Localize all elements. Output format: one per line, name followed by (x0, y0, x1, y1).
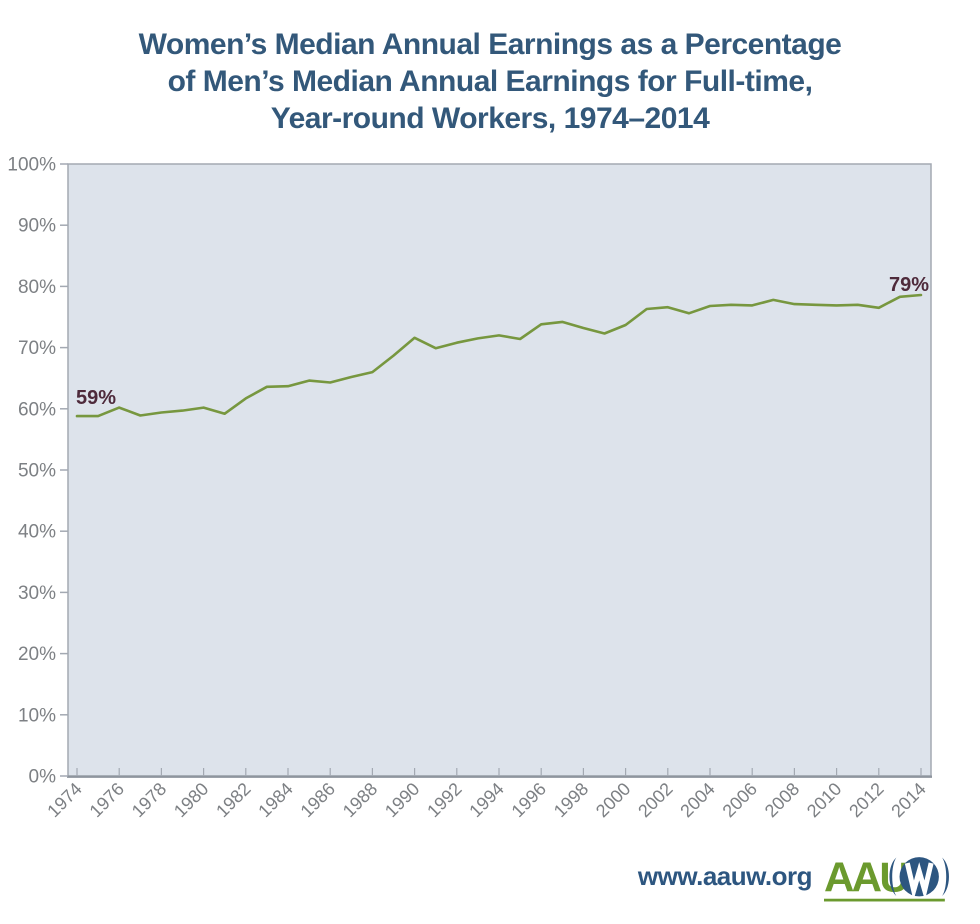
line-chart: 0%10%20%30%40%50%60%70%80%90%100% 1974 19… (7, 155, 932, 821)
end-value-label: 79% (889, 274, 929, 296)
x-tick-label: 1990 (381, 779, 423, 821)
y-tick-label: 100% (7, 155, 56, 176)
y-tick-label: 0% (29, 767, 57, 788)
aauw-logo: AAU (824, 853, 949, 902)
x-tick-label: 1980 (170, 779, 212, 821)
y-tick-label: 30% (18, 583, 56, 604)
x-tick-label: 2006 (719, 779, 761, 821)
x-tick-label: 1976 (86, 779, 128, 821)
earnings-ratio-line (75, 293, 923, 418)
x-tick-label: 2000 (592, 779, 634, 821)
chart-title-line-2: of Men’s Median Annual Earnings for Full… (167, 65, 813, 98)
x-tick-label: 2014 (887, 779, 929, 821)
x-tick-label: 2008 (761, 779, 803, 821)
plot-area (67, 163, 932, 777)
x-tick-label: 2010 (803, 779, 845, 821)
x-tick-label: 1982 (212, 779, 254, 821)
y-tick-label: 50% (18, 461, 56, 482)
footer: www.aauw.org AAU (0, 852, 954, 907)
y-axis-ticks: 0% 10% 20% 30% 40% 50% 60% 70% 80% 90% 100% (7, 155, 68, 788)
y-tick-label: 40% (18, 522, 56, 543)
y-tick-label: 20% (18, 644, 56, 665)
footer-url: www.aauw.org (637, 861, 813, 891)
x-tick-label: 1994 (465, 779, 507, 821)
x-tick-label: 2002 (634, 779, 676, 821)
chart-container: 0% 10% 20% 30% 40% 50% 60% 70% 80% 90% 100% 1974 19… (0, 150, 980, 855)
x-tick-label: 1978 (128, 779, 170, 821)
x-tick-label: 1998 (550, 779, 592, 821)
logo-left-crescent-icon (889, 857, 897, 896)
y-tick-label: 80% (18, 277, 56, 298)
logo-right-crescent-icon (942, 857, 949, 896)
y-tick-label: 90% (18, 216, 56, 237)
start-value-label: 59% (76, 387, 116, 409)
x-tick-label: 2004 (676, 779, 718, 821)
x-tick-label: 1984 (254, 779, 296, 821)
x-tick-label: 1992 (423, 779, 465, 821)
y-tick-label: 10% (18, 705, 56, 726)
x-tick-label: 1988 (339, 779, 381, 821)
logo-underline (824, 898, 945, 902)
y-tick-label: 60% (18, 399, 56, 420)
logo-aau-text: AAU (824, 853, 907, 900)
x-tick-label: 2012 (845, 779, 887, 821)
chart-title: Women’s Median Annual Earnings as a Perc… (0, 26, 980, 137)
chart-title-line-3: Year-round Workers, 1974–2014 (270, 102, 710, 135)
chart-title-line-1: Women’s Median Annual Earnings as a Perc… (138, 28, 842, 61)
x-tick-label: 1986 (297, 779, 339, 821)
y-tick-label: 70% (18, 338, 56, 359)
logo-w-letter-icon (904, 862, 934, 901)
x-tick-label: 1996 (508, 779, 550, 821)
